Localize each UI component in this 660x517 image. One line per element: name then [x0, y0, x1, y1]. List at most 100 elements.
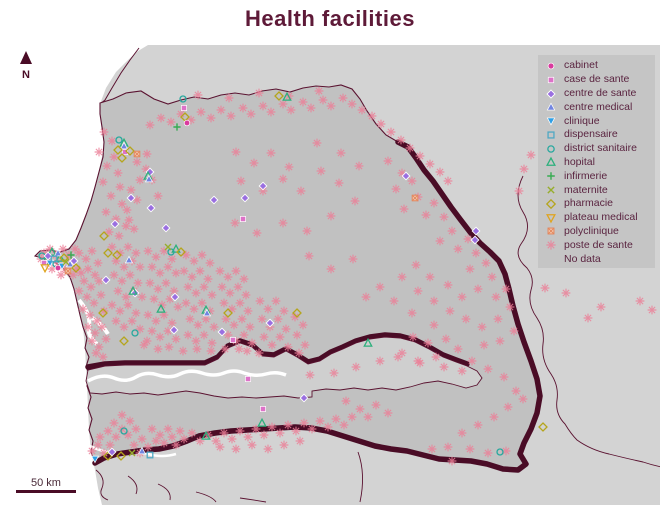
- poste-de-sante-marker: [355, 404, 365, 414]
- poste-de-sante-marker: [131, 248, 141, 258]
- pha-marker: [274, 91, 284, 101]
- poste-de-sante-marker: [305, 370, 315, 380]
- legend-label: plateau medical: [564, 211, 638, 224]
- scale-bar: 50 km: [14, 477, 78, 493]
- poste-de-sante-marker: [263, 444, 273, 454]
- dis-marker: [50, 255, 58, 263]
- cab-marker: [183, 119, 191, 127]
- poste-de-sante-marker: [215, 266, 225, 276]
- legend-label: maternite: [564, 183, 608, 196]
- poste-de-sante-marker: [255, 296, 265, 306]
- poste-de-sante-marker: [292, 330, 302, 340]
- mat-marker: [164, 243, 172, 251]
- poste-de-sante-marker: [503, 402, 513, 412]
- poste-de-sante-marker: [323, 422, 333, 432]
- poste-de-sante-marker: [196, 107, 206, 117]
- poste-de-sante-marker: [171, 334, 181, 344]
- poste-de-sante-marker: [286, 105, 296, 115]
- poste-de-sante-marker: [236, 176, 246, 186]
- poste-de-sante-marker: [143, 442, 153, 452]
- cas-marker: [240, 216, 246, 222]
- poste-de-sante-marker: [83, 264, 93, 274]
- poste-de-sante-marker: [247, 440, 257, 450]
- poste-de-sante-marker: [647, 305, 657, 315]
- poste-de-sante-marker: [281, 324, 291, 334]
- poste-de-sante-marker: [195, 436, 205, 446]
- poste-de-sante-marker: [119, 262, 129, 272]
- poste-de-sante-marker: [278, 218, 288, 228]
- poste-de-sante-marker: [127, 316, 137, 326]
- cme-marker: [137, 446, 147, 455]
- poste-de-sante-marker: [109, 270, 119, 280]
- poste-de-sante-marker: [518, 394, 528, 404]
- poste-de-sante-marker: [135, 175, 145, 185]
- cas-marker: [41, 260, 47, 266]
- poste-de-sante-marker: [123, 242, 133, 252]
- poste-de-sante-marker: [81, 254, 91, 264]
- poste-de-sante-marker: [481, 258, 491, 268]
- poste-de-sante-marker: [183, 282, 193, 292]
- hop-marker: [363, 337, 373, 347]
- poste-de-sante-marker: [101, 334, 111, 344]
- poste-de-sante-marker: [117, 199, 127, 209]
- poste-de-sante-marker: [155, 332, 165, 342]
- poste-de-sante-marker: [181, 298, 191, 308]
- poste-de-sante-marker: [465, 264, 475, 274]
- dis-marker: [146, 451, 154, 459]
- poste-de-sante-marker: [171, 440, 181, 450]
- poste-de-sante-marker: [231, 147, 241, 157]
- cab-legend-icon: [538, 59, 564, 73]
- coastline-north: [99, 47, 140, 105]
- legend-label: No data: [564, 252, 601, 265]
- legend: cabinet case de sante centre de sante centr…: [538, 55, 655, 268]
- poste-de-sante-marker: [347, 99, 357, 109]
- cme-legend-icon: [538, 100, 564, 114]
- cds-marker: [161, 223, 171, 233]
- legend-item-cab: cabinet: [538, 59, 655, 73]
- poste-de-sante-marker: [241, 290, 251, 300]
- dst-marker: [496, 448, 504, 456]
- poste-de-sante-marker: [435, 167, 445, 177]
- poste-de-sante-marker: [229, 320, 239, 330]
- poste-de-sante-marker: [354, 161, 364, 171]
- poste-de-sante-marker: [142, 336, 152, 346]
- poste-de-sante-marker: [201, 314, 211, 324]
- poste-de-sante-marker: [191, 288, 201, 298]
- cas-marker: [181, 105, 187, 111]
- poste-de-sante-marker: [122, 205, 132, 215]
- poste-de-sante-marker: [169, 286, 179, 296]
- poste-de-sante-marker: [132, 157, 142, 167]
- poste-de-sante-marker: [429, 198, 439, 208]
- poste-de-sante-marker: [167, 318, 177, 328]
- poste-de-sante-marker: [295, 436, 305, 446]
- legend-item-dst: district sanitaire: [538, 142, 655, 156]
- poste-de-sante-marker: [299, 418, 309, 428]
- poste-de-sante-marker: [121, 292, 131, 302]
- facility-markers: [38, 91, 548, 464]
- pla-legend-icon: [538, 211, 564, 225]
- poste-de-sante-marker: [421, 210, 431, 220]
- cds-marker: [101, 275, 111, 285]
- poste-de-sante-marker: [361, 292, 371, 302]
- poste-de-sante-marker: [72, 264, 82, 274]
- pol-legend-icon: [538, 224, 564, 238]
- poste-de-sante-marker: [156, 113, 166, 123]
- cds-marker: [401, 171, 411, 181]
- poste-de-sante-marker: [267, 422, 277, 432]
- poste-de-sante-marker: [254, 348, 264, 358]
- poste-de-sante-marker: [275, 428, 285, 438]
- poste-de-sante-marker: [331, 414, 341, 424]
- poste-de-sante-marker: [99, 448, 109, 458]
- poste-de-sante-marker: [298, 97, 308, 107]
- legend-item-hop: hopital: [538, 156, 655, 170]
- poste-de-sante-marker: [304, 251, 314, 261]
- poste-de-sante-marker: [371, 400, 381, 410]
- poste-de-sante-marker: [284, 162, 294, 172]
- poste-de-sante-marker: [99, 127, 109, 137]
- poste-de-sante-marker: [86, 282, 96, 292]
- pha-marker: [98, 308, 108, 318]
- poste-de-sante-marker: [224, 93, 234, 103]
- poste-de-sante-marker: [206, 113, 216, 123]
- poste-de-sante-marker: [263, 304, 273, 314]
- poste-de-sante-marker: [227, 434, 237, 444]
